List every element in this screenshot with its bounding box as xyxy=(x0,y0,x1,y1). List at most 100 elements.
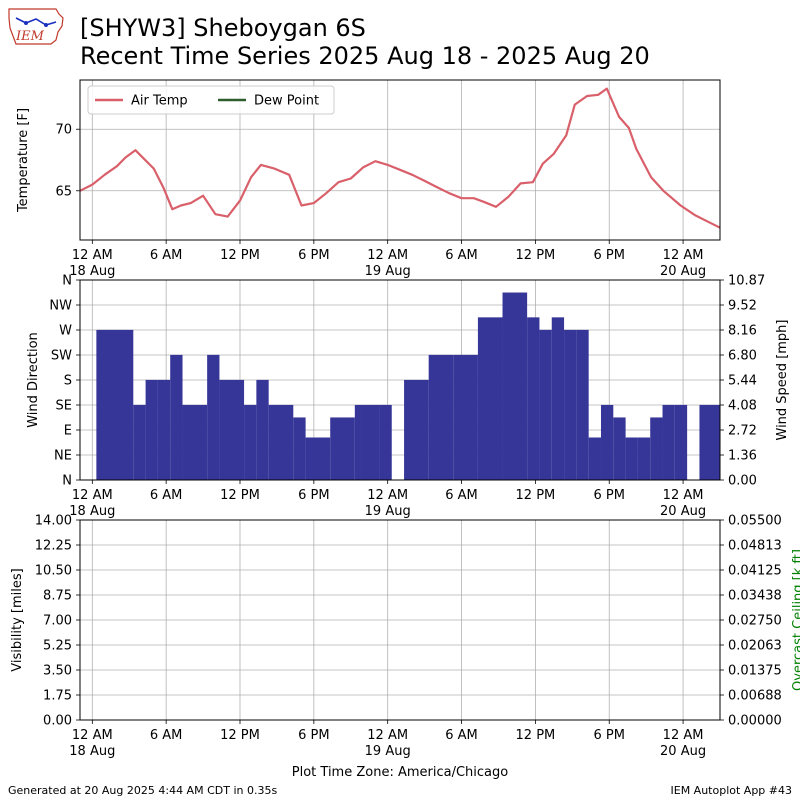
series-line-air-temp xyxy=(80,87,720,229)
x-tick-label: 12 AM xyxy=(663,248,704,263)
iem-logo: IEM xyxy=(8,8,64,45)
wind-speed-bar xyxy=(219,379,245,480)
x-tick-label: 6 AM xyxy=(445,728,478,743)
y-axis-label: Visibility [miles] xyxy=(10,568,25,671)
station-dot-icon xyxy=(44,23,48,27)
y2-tick-label: 0.03438 xyxy=(728,589,782,604)
legend-label: Dew Point xyxy=(254,94,319,109)
logo-text: IEM xyxy=(15,29,45,44)
y2-axis-label: Wind Speed [mph] xyxy=(775,320,790,441)
y2-tick-label: 0.00 xyxy=(728,474,757,489)
y-tick-label: 3.50 xyxy=(43,664,72,679)
x-tick-label: 12 AM xyxy=(72,488,113,503)
x-axis-label: Plot Time Zone: America/Chicago xyxy=(292,765,508,780)
y2-tick-label: 0.04125 xyxy=(728,564,782,579)
y-tick-label: N xyxy=(62,474,72,489)
x-tick-label: 6 PM xyxy=(298,248,329,263)
wind-speed-bar xyxy=(650,417,663,480)
x-tick-label: 6 PM xyxy=(298,728,329,743)
wind-speed-bar xyxy=(527,317,540,480)
x-tick-label: 12 PM xyxy=(516,488,556,503)
x-tick-sublabel: 19 Aug xyxy=(365,504,411,519)
wind-speed-bar xyxy=(625,437,638,480)
wind-speed-bar xyxy=(576,329,589,480)
x-tick-label: 12 AM xyxy=(367,728,408,743)
y2-tick-label: 0.05500 xyxy=(728,514,782,529)
wind-speed-bar xyxy=(145,379,158,480)
y-tick-label: 65 xyxy=(55,184,72,199)
x-tick-label: 6 AM xyxy=(150,248,183,263)
legend: Air Temp Dew Point xyxy=(87,85,335,115)
y2-tick-label: 2.72 xyxy=(728,424,757,439)
y-axis-label: Wind Direction xyxy=(26,332,41,428)
wind-speed-bar xyxy=(539,329,552,480)
y2-tick-label: 10.87 xyxy=(728,274,765,289)
y-axis-label: Temperature [F] xyxy=(16,108,31,213)
y2-tick-label: 8.16 xyxy=(728,324,757,339)
x-tick-label: 12 PM xyxy=(220,488,260,503)
x-tick-label: 12 PM xyxy=(516,248,556,263)
y-tick-label: N xyxy=(62,274,72,289)
x-tick-label: 6 AM xyxy=(150,728,183,743)
x-tick-label: 6 PM xyxy=(593,488,624,503)
network-icon xyxy=(15,17,57,26)
wind-speed-bar xyxy=(453,354,478,480)
y-tick-label: 14.00 xyxy=(35,514,72,529)
wind-speed-bar xyxy=(551,317,565,480)
legend-label: Air Temp xyxy=(131,94,188,109)
wind-speed-bar xyxy=(268,404,294,480)
generated-note: Generated at 20 Aug 2025 4:44 AM CDT in … xyxy=(8,784,278,797)
x-tick-sublabel: 20 Aug xyxy=(660,744,706,759)
y-tick-label: SW xyxy=(51,349,72,364)
y-tick-label: SE xyxy=(56,399,72,414)
iowa-outline xyxy=(8,8,64,45)
x-tick-label: 6 PM xyxy=(593,728,624,743)
x-tick-label: 12 PM xyxy=(220,728,260,743)
x-tick-sublabel: 19 Aug xyxy=(365,264,411,279)
y-tick-label: 10.50 xyxy=(35,564,72,579)
wind-speed-bar xyxy=(379,404,392,480)
app-note: IEM Autoplot App #43 xyxy=(670,784,793,797)
x-tick-label: 6 AM xyxy=(150,488,183,503)
x-tick-label: 6 PM xyxy=(298,488,329,503)
wind-speed-bar xyxy=(613,417,626,480)
wind-speed-bar xyxy=(637,437,651,480)
wind-speed-bar xyxy=(182,404,208,480)
x-tick-label: 6 AM xyxy=(445,248,478,263)
y-tick-label: 5.25 xyxy=(43,639,72,654)
wind-speed-bar xyxy=(133,404,146,480)
plot-frame xyxy=(79,519,721,721)
wind-speed-bar xyxy=(428,354,454,480)
wind-speed-bar xyxy=(600,404,614,480)
y-tick-label: 12.25 xyxy=(35,539,72,554)
y-tick-label: 1.75 xyxy=(43,689,72,704)
y2-tick-label: 0.04813 xyxy=(728,539,782,554)
y-tick-label: NW xyxy=(49,299,72,314)
legend-box xyxy=(87,85,335,115)
x-tick-label: 6 PM xyxy=(593,248,624,263)
wind-speed-bar xyxy=(699,404,720,480)
wind-speed-bar xyxy=(477,317,503,480)
x-tick-sublabel: 19 Aug xyxy=(365,744,411,759)
y-tick-label: 7.00 xyxy=(43,614,72,629)
wind-speed-bar xyxy=(662,404,675,480)
wind-speed-bar xyxy=(502,292,528,480)
plot-frame xyxy=(79,79,721,241)
y2-axis-label: Overcast Ceiling [k ft] xyxy=(791,549,800,691)
wind-speed-bar xyxy=(96,329,134,480)
x-tick-label: 12 AM xyxy=(663,488,704,503)
y2-tick-label: 6.80 xyxy=(728,349,757,364)
wind-speed-bar xyxy=(330,417,355,480)
y-tick-label: 70 xyxy=(55,123,72,138)
wind-speed-bar xyxy=(305,437,331,480)
x-tick-label: 12 PM xyxy=(516,728,556,743)
y2-tick-label: 4.08 xyxy=(728,399,757,414)
wind-speed-bar xyxy=(588,437,601,480)
y-tick-label: W xyxy=(59,324,72,339)
wind-speed-bar xyxy=(170,354,183,480)
wind-speed-bar xyxy=(293,417,306,480)
